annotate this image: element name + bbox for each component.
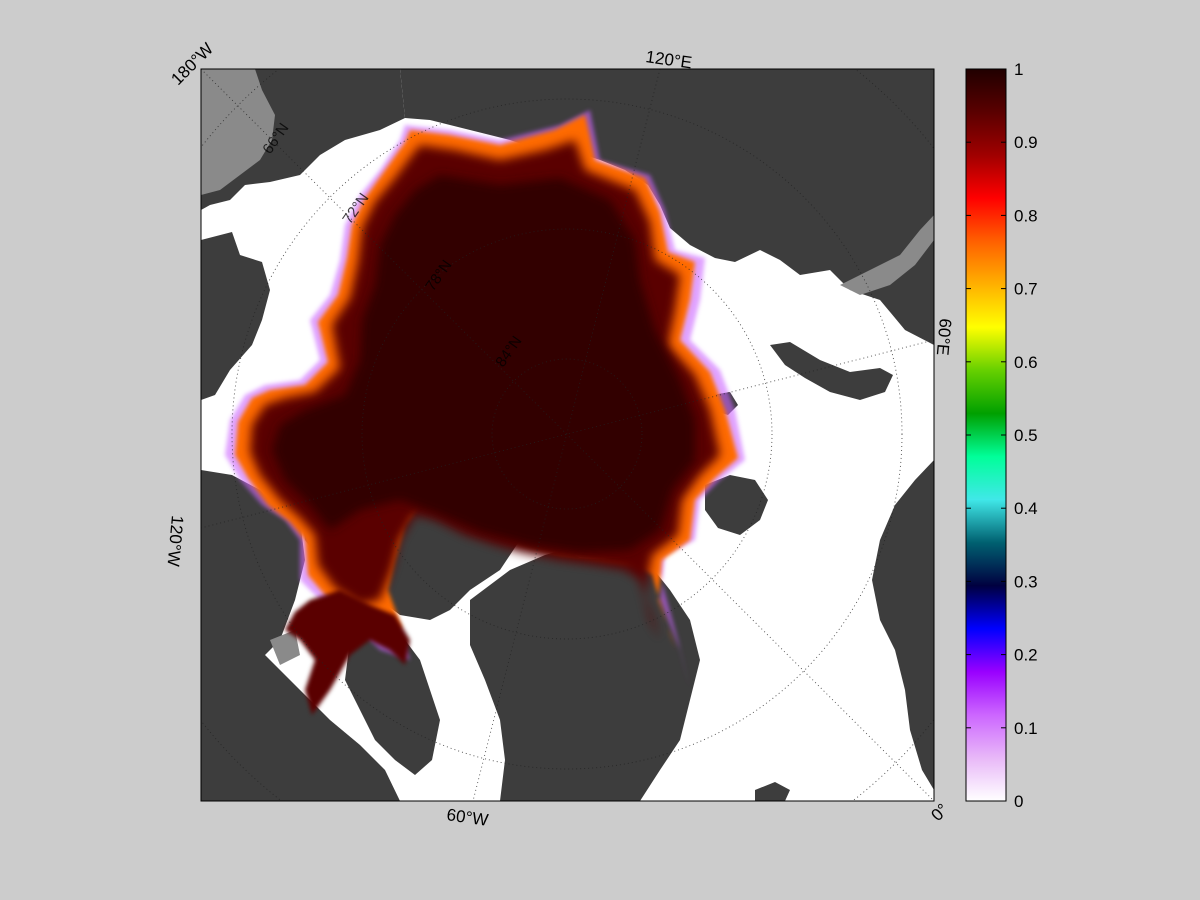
colorbar-tick-label: 0.5 [1014,426,1038,445]
lon-label-0: 0° [927,800,952,825]
colorbar: 1 0.9 0.8 0.7 0.6 0.5 0.4 0.3 0.2 0.1 0 [965,60,1038,811]
land-ellesmere [345,625,440,775]
colorbar-tick-label: 0.4 [1014,499,1038,518]
lon-label-60e: 60°E [933,318,955,357]
colorbar-tick-label: 1 [1014,60,1023,79]
gray-area-siberia-coast [840,215,934,295]
land-novaya-zemlya [770,342,893,400]
colorbar-tick-label: 0 [1014,792,1023,811]
colorbar-tick-label: 0.3 [1014,572,1038,591]
map-panel: 66°N 72°N 78°N 84°N [201,69,934,801]
latitude-circle-84 [491,358,643,510]
colorbar-gradient [966,69,1006,801]
colorbar-tick-label: 0.6 [1014,353,1038,372]
colorbar-tick-label: 0.9 [1014,133,1038,152]
colorbar-tick-label: 0.7 [1014,280,1038,299]
sea-ice-layer [225,110,745,715]
gray-area-canada-1 [270,630,300,665]
colorbar-tick-label: 0.1 [1014,719,1038,738]
ice-channel-archipelago [285,590,410,715]
latitude-circle-78 [361,228,773,640]
lon-label-60w: 60°W [445,805,489,830]
ice-pack-core [272,175,695,552]
land-canada [201,470,400,801]
land-greenland [470,545,700,801]
gray-area-top-left [201,69,275,195]
latitude-circle-72 [231,98,903,770]
land-scandinavia [872,460,934,790]
land-alaska [201,232,270,400]
meridian-180-0 [201,69,934,801]
land-svalbard [705,475,768,535]
colorbar-tick-label: 0.8 [1014,206,1038,225]
lon-label-120w: 120°W [164,515,187,568]
colorbar-tick-label: 0.2 [1014,646,1038,665]
colorbar-ticks: 1 0.9 0.8 0.7 0.6 0.5 0.4 0.3 0.2 0.1 0 [966,60,1038,811]
land-iceland [755,782,790,801]
map-frame [200,68,935,802]
graticule [201,69,934,801]
